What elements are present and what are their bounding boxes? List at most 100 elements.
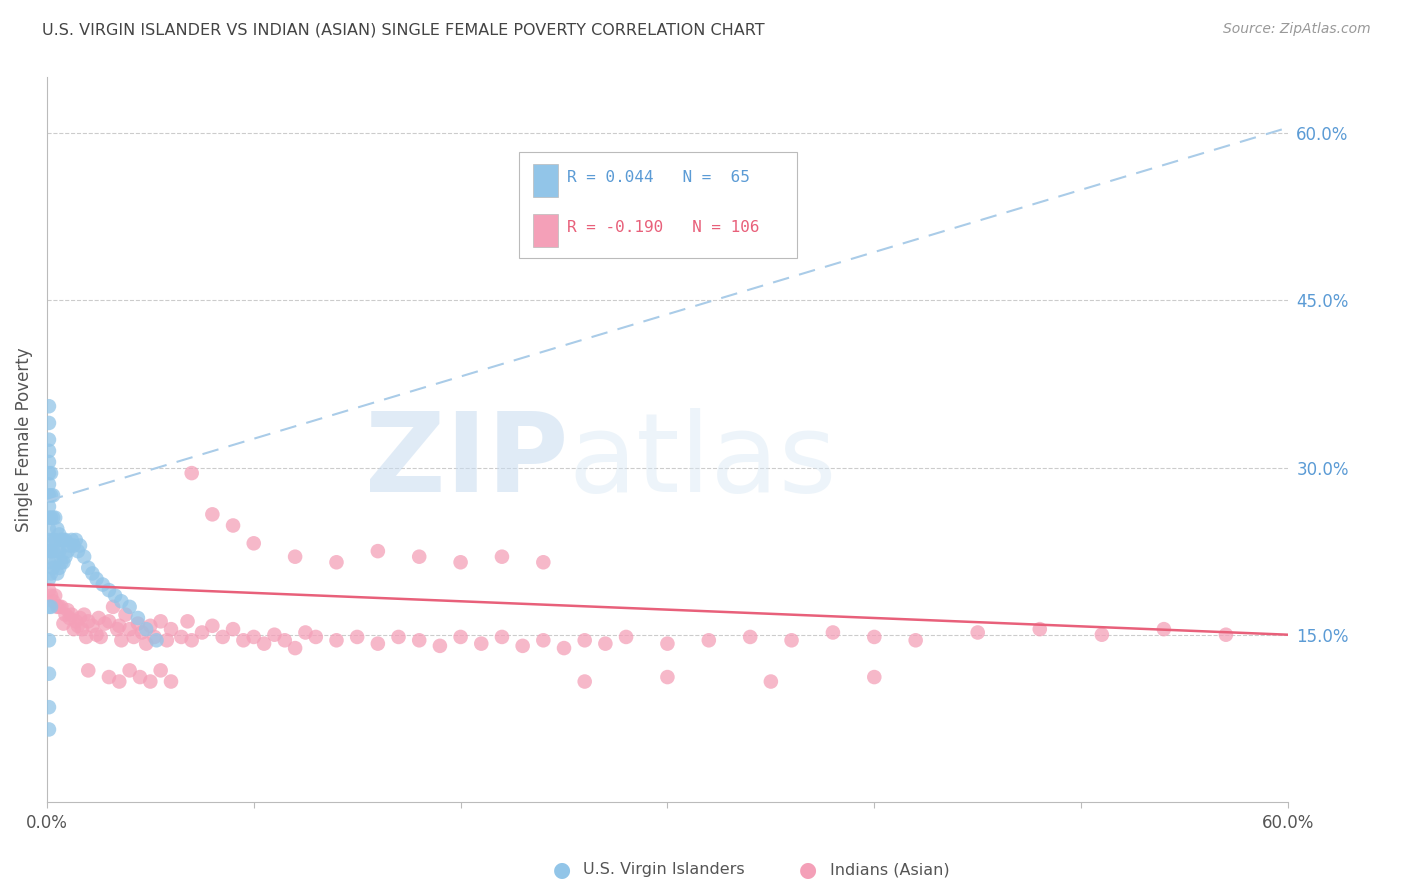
Point	[42, 594, 65, 608]
Point	[104, 589, 127, 603]
Point	[44, 589, 66, 603]
Point	[97, 615, 120, 629]
Point	[55, 533, 77, 547]
Point	[118, 664, 141, 678]
Point	[38, 599, 60, 614]
Point	[408, 633, 430, 648]
Point	[512, 639, 534, 653]
Point	[127, 616, 149, 631]
Point	[127, 611, 149, 625]
Point	[263, 628, 285, 642]
Point	[966, 625, 988, 640]
Point	[101, 599, 124, 614]
Point	[253, 637, 276, 651]
Point	[367, 637, 389, 651]
Point	[139, 674, 162, 689]
Point	[135, 622, 157, 636]
Point	[42, 561, 65, 575]
Point	[73, 607, 96, 622]
Point	[450, 555, 472, 569]
Point	[491, 630, 513, 644]
Point	[531, 555, 554, 569]
Point	[1029, 622, 1052, 636]
Point	[38, 488, 60, 502]
Point	[284, 549, 307, 564]
Point	[38, 477, 60, 491]
Point	[42, 544, 65, 558]
Point	[38, 544, 60, 558]
Point	[59, 539, 82, 553]
Point	[38, 700, 60, 714]
Text: Source: ZipAtlas.com: Source: ZipAtlas.com	[1223, 22, 1371, 37]
Point	[39, 566, 62, 581]
Point	[65, 533, 87, 547]
Point	[44, 510, 66, 524]
Point	[118, 599, 141, 614]
Point	[201, 619, 224, 633]
Point	[470, 637, 492, 651]
Point	[222, 518, 245, 533]
Point	[46, 566, 69, 581]
Point	[38, 723, 60, 737]
Point	[38, 633, 60, 648]
Point	[48, 527, 70, 541]
Point	[59, 611, 82, 625]
Text: ●: ●	[554, 860, 571, 880]
Point	[46, 599, 69, 614]
Point	[305, 630, 328, 644]
Point	[180, 466, 202, 480]
Point	[73, 549, 96, 564]
Point	[574, 633, 596, 648]
Point	[367, 544, 389, 558]
Point	[60, 533, 83, 547]
Point	[284, 641, 307, 656]
Point	[51, 555, 73, 569]
Point	[294, 625, 316, 640]
Text: ZIP: ZIP	[364, 408, 568, 515]
Point	[156, 633, 179, 648]
Point	[450, 630, 472, 644]
Point	[38, 522, 60, 536]
Point	[274, 633, 297, 648]
Point	[66, 544, 89, 558]
Point	[65, 615, 87, 629]
Point	[94, 616, 117, 631]
Point	[149, 615, 172, 629]
Point	[82, 566, 104, 581]
Point	[595, 637, 617, 651]
Point	[149, 664, 172, 678]
Point	[48, 599, 70, 614]
Point	[38, 583, 60, 598]
Point	[86, 572, 108, 586]
Point	[108, 674, 131, 689]
Point	[77, 664, 100, 678]
Point	[62, 622, 84, 636]
Point	[657, 637, 679, 651]
Point	[39, 589, 62, 603]
Point	[160, 622, 183, 636]
Point	[46, 544, 69, 558]
Point	[191, 625, 214, 640]
Text: U.S. Virgin Islanders: U.S. Virgin Islanders	[583, 863, 745, 877]
Point	[1215, 628, 1237, 642]
Point	[180, 633, 202, 648]
Point	[131, 625, 153, 640]
Point	[38, 416, 60, 430]
Point	[39, 544, 62, 558]
Point	[38, 533, 60, 547]
Point	[66, 619, 89, 633]
Point	[38, 443, 60, 458]
Point	[69, 539, 91, 553]
Point	[39, 488, 62, 502]
Point	[346, 630, 368, 644]
Point	[1091, 628, 1114, 642]
Point	[211, 630, 233, 644]
Point	[55, 607, 77, 622]
Point	[110, 594, 132, 608]
Point	[122, 630, 145, 644]
Point	[77, 561, 100, 575]
Point	[325, 555, 347, 569]
Point	[160, 674, 183, 689]
Point	[429, 639, 451, 653]
Point	[38, 466, 60, 480]
